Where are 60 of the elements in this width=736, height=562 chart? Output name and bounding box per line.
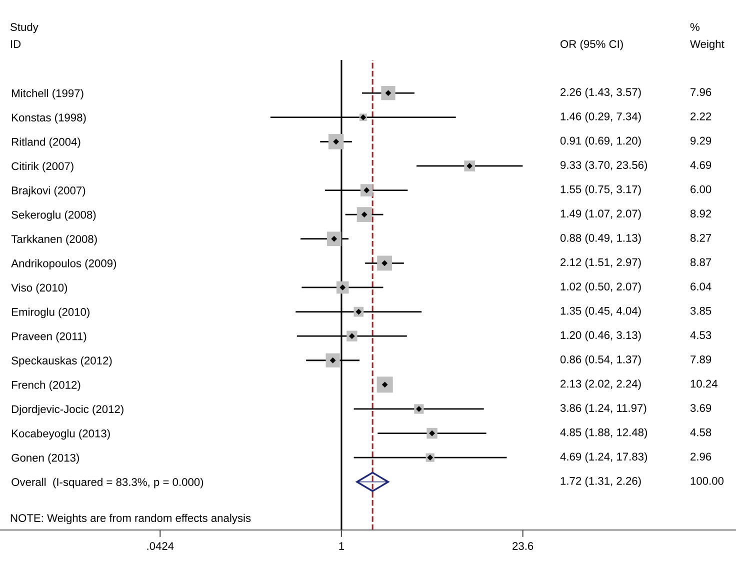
annotation: 8.92 [690, 210, 712, 218]
annotation: 10.24 [690, 380, 718, 388]
annotation: 2.13 (2.02, 2.24) [560, 379, 641, 390]
annotation: 9.29 [690, 136, 712, 145]
annotation: 1.72 (1.31, 2.26) [560, 476, 641, 488]
text: Weight [690, 40, 724, 50]
annotation: 6.04 [690, 282, 712, 290]
annotation: 9.33 (3.70, 23.56) [560, 160, 648, 172]
y-tick-label: Konstas (1998) [12, 113, 86, 124]
y-tick-label: Gonen (2013) [12, 454, 79, 464]
annotation: 4.53 [690, 331, 712, 340]
y-tick-label: Citirik (2007) [12, 162, 74, 172]
x-tick-label: 1 [339, 542, 344, 550]
annotation: 1.35 (0.45, 4.04) [560, 306, 641, 317]
annotation: 3.69 [690, 404, 712, 412]
y-tick-label: Emiroglu (2010) [12, 308, 90, 318]
text: ID [11, 40, 21, 48]
y-tick-label: Viso (2010) [11, 283, 68, 294]
x-tick-label: .0424 [147, 542, 174, 550]
annotation: 3.85 [690, 306, 712, 315]
text: NOTE: Weights are from random effects analysis [10, 514, 251, 524]
y-tick-label: Brajkovi (2007) [12, 186, 86, 197]
text: % [690, 23, 700, 31]
x-tick-label: 23.6 [512, 542, 534, 550]
y-tick-label: Djordjevic-Jocic (2012) [12, 404, 124, 416]
annotation: 2.22 [690, 112, 712, 120]
annotation: 1.55 (0.75, 3.17) [560, 185, 641, 196]
annotation: 4.69 (1.24, 17.83) [560, 452, 648, 463]
annotation: 2.12 (1.51, 2.97) [560, 258, 641, 268]
annotation: 2.96 [690, 452, 712, 461]
annotation: 1.49 (1.07, 2.07) [560, 209, 641, 220]
y-tick-label: Overall (I-squared = 83.3%, p = 0.000) [12, 478, 204, 488]
y-tick-label: Speckauskas (2012) [12, 356, 112, 367]
annotation: 0.86 (0.54, 1.37) [560, 355, 641, 366]
annotation: 3.86 (1.24, 11.97) [560, 404, 646, 414]
annotation: 1.20 (0.46, 3.13) [560, 330, 641, 342]
annotation: 7.89 [690, 355, 712, 364]
y-tick-label: Andrikopoulos (2009) [11, 259, 116, 270]
annotation: 7.96 [690, 88, 712, 96]
annotation: 8.87 [690, 258, 712, 266]
annotation: 2.26 (1.43, 3.57) [560, 88, 641, 98]
annotation: 4.58 [690, 428, 712, 436]
annotation: 6.00 [690, 185, 712, 194]
annotation: 0.91 (0.69, 1.20) [560, 136, 641, 147]
text: OR (95% CI) [560, 40, 623, 50]
annotation: 1.46 (0.29, 7.34) [560, 112, 641, 123]
text: Study [10, 22, 38, 34]
y-tick-label: Kocabeyoglu (2013) [12, 429, 110, 440]
y-tick-label: French (2012) [12, 380, 80, 391]
y-tick-label: Praveen (2011) [12, 332, 86, 342]
annotation: 4.85 (1.88, 12.48) [560, 428, 648, 438]
annotation: 100.00 [690, 476, 724, 485]
annotation: 1.02 (0.50, 2.07) [560, 282, 641, 293]
y-tick-label: Mitchell (1997) [12, 89, 84, 100]
annotation: 4.69 [690, 161, 712, 169]
y-tick-label: Sekeroglu (2008) [12, 210, 96, 221]
y-tick-label: Tarkkanen (2008) [11, 234, 97, 246]
annotation: 8.27 [690, 234, 712, 242]
y-tick-label: Ritland (2004) [12, 138, 80, 148]
annotation: 0.88 (0.49, 1.13) [560, 234, 641, 244]
